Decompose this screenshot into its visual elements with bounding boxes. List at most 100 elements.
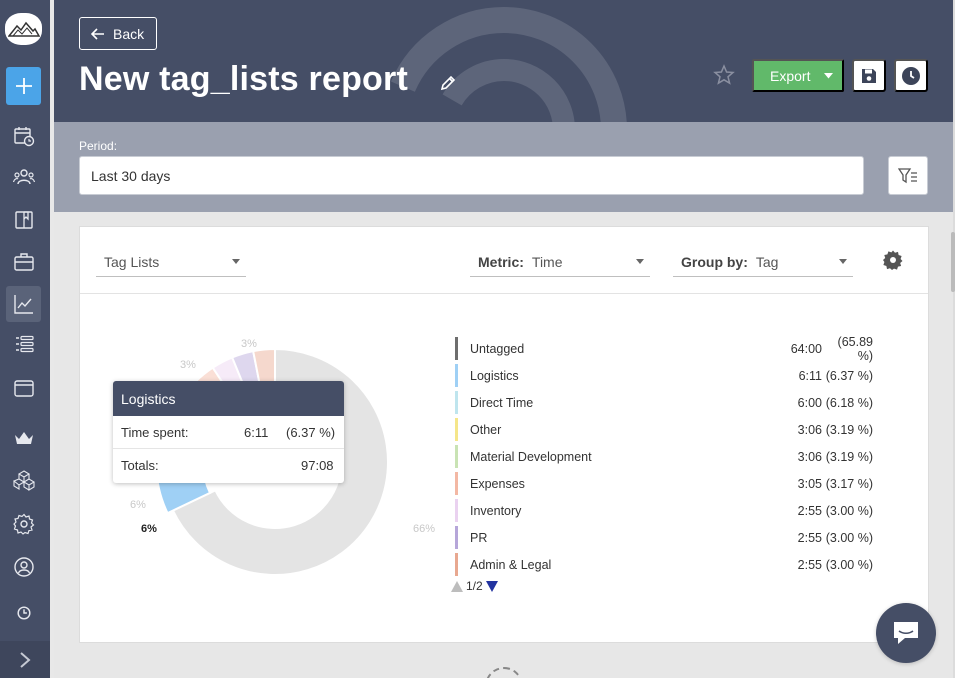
pencil-icon[interactable]	[439, 74, 457, 97]
users-icon[interactable]	[8, 161, 40, 193]
legend-name: Inventory	[470, 503, 522, 518]
legend-percent: (3.19 %)	[825, 422, 873, 437]
arrow-left-icon	[91, 27, 104, 40]
legend-name: Expenses	[470, 476, 525, 491]
legend-percent: (3.00 %)	[825, 530, 873, 545]
chart-legend: Untagged 64:00 (65.89 %) Logistics 6:11 (6.37…	[455, 335, 885, 578]
export-label: Export	[770, 67, 811, 84]
legend-row[interactable]: Inventory 2:55 (3.00 %)	[455, 497, 885, 524]
legend-time: 2:55	[797, 530, 822, 545]
legend-row[interactable]: Expenses 3:05 (3.17 %)	[455, 470, 885, 497]
cubes-icon[interactable]	[8, 464, 40, 496]
legend-time: 3:05	[797, 476, 822, 491]
briefcase-icon[interactable]	[8, 246, 40, 278]
pager-next-icon[interactable]	[485, 580, 498, 592]
user-circle-icon[interactable]	[8, 551, 40, 583]
chat-button[interactable]	[876, 603, 936, 663]
export-button[interactable]: Export	[752, 59, 844, 92]
tooltip-time-pct: (6.37 %)	[286, 425, 336, 440]
period-input[interactable]: Last 30 days	[79, 156, 864, 195]
history-icon[interactable]	[8, 597, 40, 629]
legend-pager: 1/2	[451, 579, 498, 593]
legend-percent: (6.18 %)	[825, 395, 873, 410]
chevron-right-icon	[20, 651, 31, 668]
legend-time: 2:55	[797, 503, 822, 518]
period-label: Period:	[79, 139, 118, 153]
tooltip-totals-value: 97:08	[301, 458, 334, 473]
legend-swatch	[455, 364, 458, 387]
tooltip-totals-label: Totals:	[121, 458, 159, 473]
legend-row[interactable]: PR 2:55 (3.00 %)	[455, 524, 885, 551]
book-icon[interactable]	[8, 204, 40, 236]
legend-row[interactable]: Material Development 3:06 (3.19 %)	[455, 443, 885, 470]
floppy-disk-icon	[862, 68, 876, 83]
legend-swatch	[455, 472, 458, 495]
legend-row[interactable]: Direct Time 6:00 (6.18 %)	[455, 389, 885, 416]
metric-label: Metric:	[478, 253, 524, 270]
slice-label: 66%	[413, 523, 435, 535]
legend-time: 2:55	[797, 557, 822, 572]
tooltip-time-label: Time spent:	[121, 425, 189, 440]
save-button[interactable]	[852, 59, 886, 92]
scrollbar-thumb[interactable]	[951, 232, 955, 292]
slice-label: 6%	[130, 499, 146, 511]
tooltip-totals-row: Totals: 97:08	[113, 448, 344, 480]
back-button[interactable]: Back	[79, 17, 157, 50]
legend-time: 6:11	[798, 368, 822, 383]
chart-icon[interactable]	[6, 286, 41, 322]
mountain-logo[interactable]	[5, 13, 42, 45]
main-content: Tag Lists Metric: Time Group by: Tag 66%…	[54, 212, 953, 678]
legend-name: Other	[470, 422, 502, 437]
legend-time: 3:06	[797, 422, 822, 437]
legend-row[interactable]: Admin & Legal 2:55 (3.00 %)	[455, 551, 885, 578]
caret-down-icon	[636, 259, 644, 264]
caret-down-icon	[232, 259, 240, 264]
pager-prev-icon[interactable]	[451, 580, 463, 592]
group-by-dropdown[interactable]: Group by: Tag	[673, 247, 853, 277]
legend-name: Logistics	[470, 368, 519, 383]
calendar-clock-icon[interactable]	[8, 120, 40, 152]
group-by-label: Group by:	[681, 253, 748, 270]
slice-label: 3%	[180, 359, 196, 371]
watermark-icon	[381, 7, 627, 122]
crown-icon[interactable]	[8, 422, 40, 454]
pager-label: 1/2	[466, 579, 483, 593]
list-icon[interactable]	[8, 329, 40, 361]
report-card: Tag Lists Metric: Time Group by: Tag 66%…	[79, 226, 929, 643]
metric-dropdown[interactable]: Metric: Time	[470, 247, 650, 277]
schedule-button[interactable]	[894, 59, 928, 92]
legend-swatch	[455, 526, 458, 549]
report-type-dropdown[interactable]: Tag Lists	[96, 247, 246, 277]
report-type-value: Tag Lists	[104, 253, 160, 270]
expand-sidebar-button[interactable]	[0, 641, 50, 678]
report-toolbar: Tag Lists Metric: Time Group by: Tag	[80, 227, 928, 294]
legend-percent: (6.37 %)	[825, 368, 873, 383]
wallet-icon[interactable]	[8, 372, 40, 404]
filter-button[interactable]	[888, 156, 928, 195]
period-section: Period: Last 30 days	[54, 122, 953, 212]
page-title: New tag_lists report	[79, 60, 408, 98]
legend-name: Direct Time	[470, 395, 534, 410]
legend-row[interactable]: Logistics 6:11 (6.37 %)	[455, 362, 885, 389]
legend-name: Material Development	[470, 449, 592, 464]
add-button[interactable]	[6, 67, 41, 105]
settings-gear-icon[interactable]	[883, 250, 903, 275]
legend-percent: (65.89 %)	[837, 334, 873, 363]
legend-percent: (3.19 %)	[825, 449, 873, 464]
legend-percent: (3.17 %)	[825, 476, 873, 491]
star-icon[interactable]	[713, 64, 735, 91]
tooltip-time-row: Time spent: 6:11 (6.37 %)	[113, 416, 344, 448]
tooltip-time-value: 6:11	[244, 425, 269, 440]
legend-row[interactable]: Untagged 64:00 (65.89 %)	[455, 334, 885, 363]
legend-row[interactable]: Other 3:06 (3.19 %)	[455, 416, 885, 443]
tooltip-title: Logistics	[113, 381, 344, 416]
legend-swatch	[455, 418, 458, 441]
gear-icon[interactable]	[8, 508, 40, 540]
legend-name: Untagged	[470, 341, 525, 356]
sidebar	[0, 0, 50, 678]
slice-label: 3%	[241, 338, 257, 350]
legend-time: 6:00	[797, 395, 822, 410]
report-header: Back New tag_lists report Export	[54, 0, 953, 122]
sidebar-divider	[50, 0, 54, 678]
metric-value: Time	[531, 253, 563, 270]
